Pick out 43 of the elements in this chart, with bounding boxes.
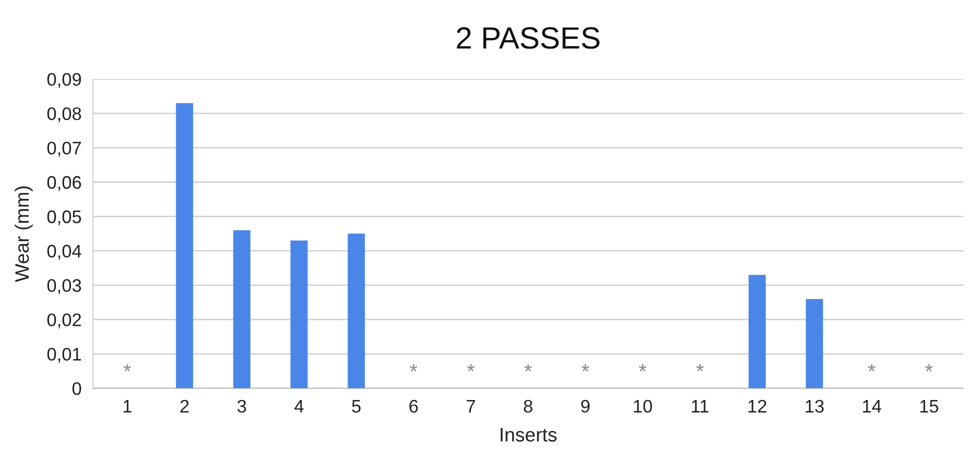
y-tick-label: 0,09 [47,72,81,88]
y-tick-label: 0,08 [47,107,82,122]
bar [748,274,766,388]
x-tick-label: 8 [524,400,532,413]
x-tick-label: 5 [352,400,361,413]
text: * [696,364,704,372]
x-tick-label: 7 [466,400,475,412]
y-tick-label: 0,03 [47,279,82,294]
x-tick-label: 9 [581,400,590,413]
x-tick-label: 11 [692,400,708,412]
y-tick-label: 0,06 [47,176,82,191]
text: * [868,364,876,372]
y-tick-label: 0,07 [47,142,81,157]
bar [348,234,365,388]
text: * [582,364,590,372]
bar [233,230,250,388]
x-tick-label: 12 [748,400,766,412]
x-tick-label: 6 [409,400,418,413]
bar [176,103,194,388]
x-tick-label: 2 [180,400,189,412]
text: * [467,364,475,372]
y-tick-label: 0,02 [47,313,81,328]
y-tick-label: 0,01 [47,348,81,363]
y-axis-title: Wear (mm) [14,186,33,282]
y-tick-label: 0,05 [47,210,82,226]
y-tick-label: 0 [72,382,82,395]
text: * [638,364,646,372]
text: * [410,364,418,372]
x-tick-label: 14 [863,400,882,412]
text: * [524,364,532,372]
x-axis-title: Inserts [500,428,557,442]
x-tick-label: 13 [806,400,824,413]
bar [806,298,824,388]
x-tick-label: 3 [237,400,246,413]
x-tick-label: 4 [294,400,304,412]
text: * [925,364,933,372]
x-tick-label: 1 [124,400,132,412]
chart-title: 2 PASSES [456,27,600,49]
x-tick-label: 15 [920,400,938,413]
text: * [124,364,131,372]
x-tick-label: 10 [634,400,652,413]
bar [290,240,308,388]
y-tick-label: 0,04 [47,244,82,260]
